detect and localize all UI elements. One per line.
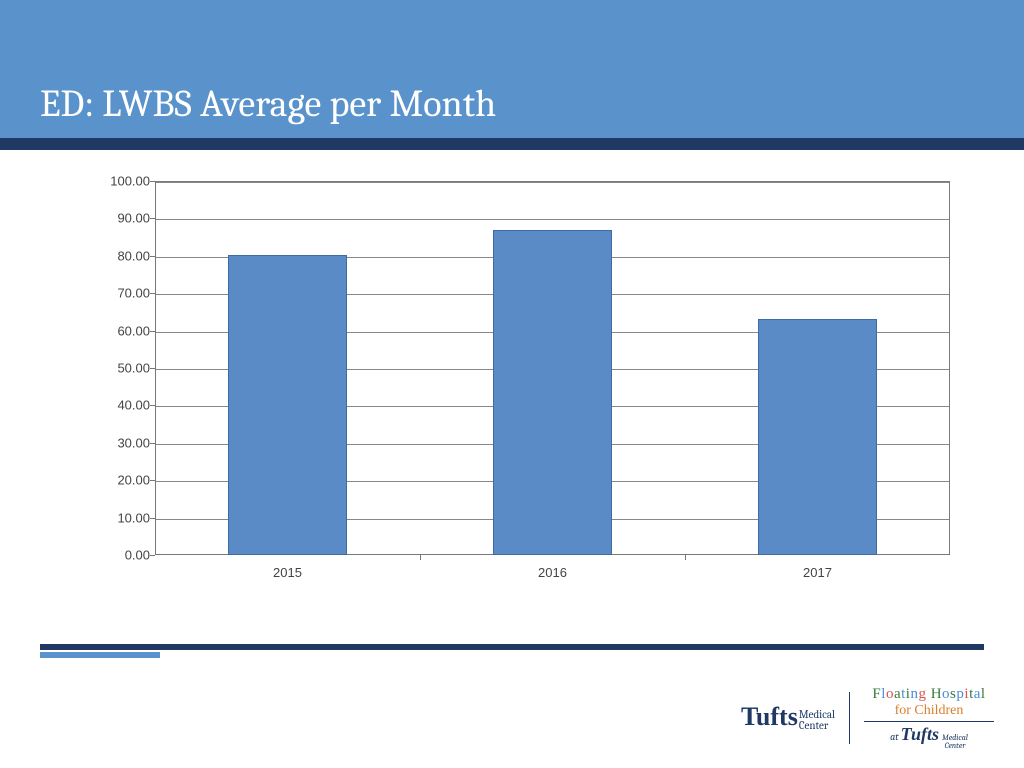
y-tick-label: 50.00 (100, 361, 150, 376)
fh-tufts-main: Tufts (901, 724, 939, 745)
y-tick-label: 90.00 (100, 211, 150, 226)
lwbs-bar-chart: 0.00 10.00 20.00 30.00 40.00 50.00 60.00 70.00 8… (100, 175, 955, 585)
fh-at-prefix: at (890, 731, 899, 743)
floating-hospital-logo: Floating Hospital for Children at TuftsM… (864, 686, 994, 750)
chart-bar (228, 255, 347, 555)
y-tick-mark (150, 443, 155, 444)
logo-divider (849, 692, 850, 744)
footer-logos: TuftsMedicalCenter Floating Hospital for… (741, 686, 994, 750)
y-tick-mark (150, 555, 155, 556)
y-tick-label: 70.00 (100, 286, 150, 301)
x-tick-label: 2016 (538, 565, 567, 580)
y-tick-label: 0.00 (100, 548, 150, 563)
footer-separator-light (40, 652, 160, 658)
chart-bar (758, 319, 877, 555)
y-tick-mark (150, 331, 155, 332)
y-tick-mark (150, 256, 155, 257)
y-tick-label: 10.00 (100, 510, 150, 525)
x-tick-mark (685, 555, 686, 560)
y-tick-mark (150, 368, 155, 369)
y-tick-mark (150, 181, 155, 182)
page-title: ED: LWBS Average per Month (40, 82, 496, 126)
x-tick-label: 2017 (803, 565, 832, 580)
y-tick-label: 60.00 (100, 323, 150, 338)
tufts-logo: TuftsMedicalCenter (741, 705, 835, 731)
y-tick-mark (150, 405, 155, 406)
y-tick-mark (150, 293, 155, 294)
tufts-logo-sub: MedicalCenter (799, 709, 835, 731)
chart-bars-layer (155, 181, 950, 555)
y-tick-mark (150, 518, 155, 519)
x-tick-label: 2015 (273, 565, 302, 580)
y-tick-label: 40.00 (100, 398, 150, 413)
fh-rule (864, 721, 994, 722)
y-tick-label: 30.00 (100, 435, 150, 450)
chart-bar (493, 230, 612, 555)
x-tick-mark (420, 555, 421, 560)
fh-at-line: at TuftsMedicalCenter (864, 724, 994, 750)
fh-tufts-sub: MedicalCenter (942, 734, 968, 750)
y-tick-mark (150, 480, 155, 481)
tufts-logo-main: Tufts (741, 705, 798, 728)
fh-line1: Floating Hospital (864, 686, 994, 703)
fh-line2: for Children (864, 703, 994, 719)
title-banner: ED: LWBS Average per Month (0, 0, 1024, 138)
title-underline (0, 138, 1024, 150)
y-tick-label: 80.00 (100, 248, 150, 263)
y-tick-label: 20.00 (100, 473, 150, 488)
footer-separator-dark (40, 644, 984, 650)
y-tick-mark (150, 218, 155, 219)
y-tick-label: 100.00 (100, 174, 150, 189)
